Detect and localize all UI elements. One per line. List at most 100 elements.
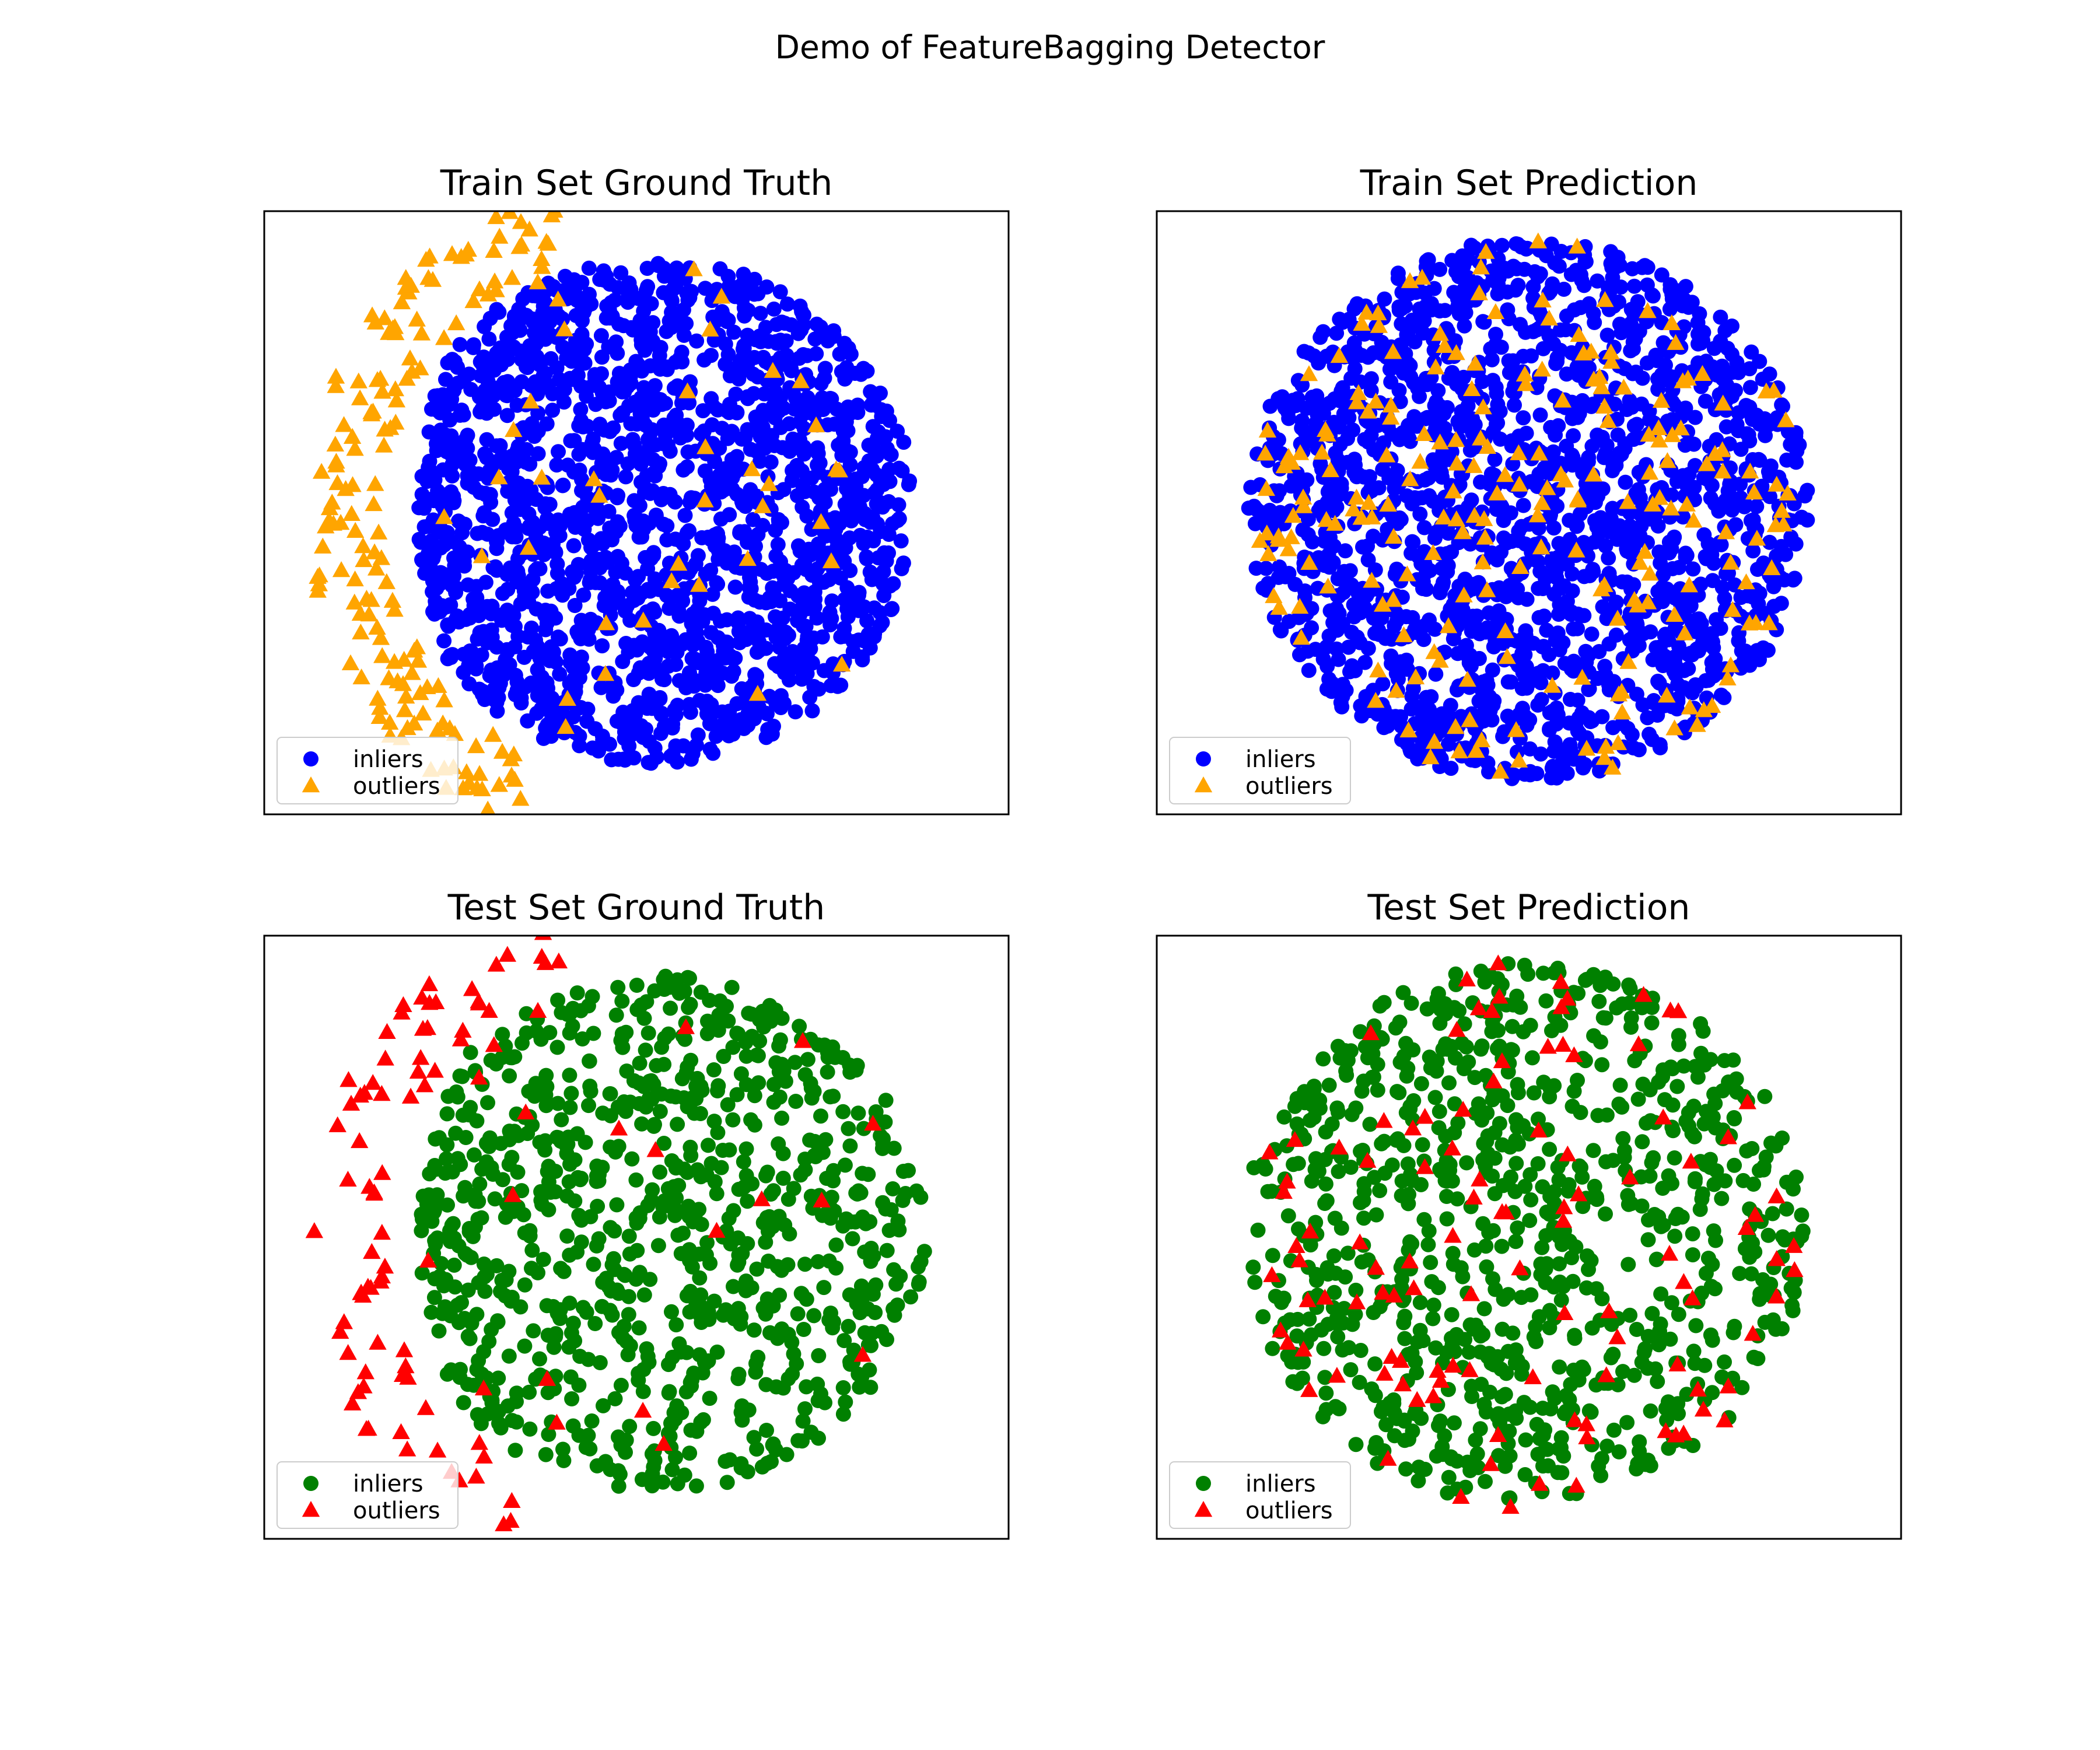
inlier-point [656, 417, 672, 433]
inlier-point [598, 550, 614, 565]
inlier-point [1335, 688, 1350, 704]
inlier-point [746, 366, 761, 382]
inlier-point [1315, 324, 1331, 340]
inlier-point [738, 1273, 754, 1289]
inlier-point [747, 592, 762, 608]
outlier-point [1369, 662, 1387, 678]
inlier-point [1564, 566, 1580, 582]
outlier-point [696, 438, 715, 454]
outlier-point [452, 248, 470, 264]
inlier-point [729, 1026, 745, 1041]
inlier-point [1581, 710, 1597, 726]
inlier-point [702, 993, 718, 1008]
inlier-point [565, 1418, 581, 1434]
inlier-point [1480, 755, 1496, 771]
inlier-point [795, 1413, 811, 1429]
inlier-point [478, 1136, 494, 1151]
inlier-point [1622, 505, 1637, 521]
inlier-point [754, 1459, 770, 1475]
inlier-point [746, 1430, 762, 1446]
outlier-point [1662, 314, 1681, 331]
inlier-point [573, 631, 589, 646]
outlier-point [1369, 304, 1387, 321]
inlier-point [882, 446, 898, 462]
outlier-point [1258, 421, 1277, 438]
inlier-point [1444, 253, 1460, 268]
inlier-point [835, 1406, 851, 1422]
outlier-point [368, 618, 386, 635]
inlier-point [810, 446, 826, 461]
inlier-point [566, 538, 582, 554]
inlier-point [699, 1235, 715, 1251]
inlier-point [766, 301, 782, 317]
outlier-point [1762, 559, 1781, 575]
inlier-point [1586, 564, 1601, 580]
outlier-point [1436, 337, 1454, 354]
inlier-point [1617, 440, 1633, 456]
outlier-point [748, 685, 767, 701]
outlier-point [1395, 626, 1413, 642]
inlier-point [1545, 555, 1560, 571]
outlier-point [1529, 232, 1548, 249]
inlier-point [656, 516, 671, 532]
inlier-point [716, 638, 731, 653]
inlier-point [1717, 323, 1733, 338]
inlier-point [596, 1398, 611, 1413]
inlier-point [730, 1371, 746, 1387]
inlier-point [451, 1315, 467, 1331]
inlier-point [661, 1357, 676, 1373]
inlier-point [1440, 558, 1456, 573]
inlier-point [499, 408, 515, 424]
inlier-point [797, 1152, 813, 1167]
outlier-point [1619, 493, 1637, 509]
inlier-point [1532, 304, 1548, 320]
inlier-point [841, 1121, 856, 1136]
outlier-point [426, 1062, 444, 1078]
outlier-point [1496, 466, 1514, 482]
inlier-point [502, 1124, 517, 1139]
inlier-point [652, 1104, 668, 1119]
inlier-point [1581, 487, 1597, 503]
inlier-point [1654, 373, 1670, 388]
inlier-point [648, 650, 663, 666]
inlier-point [731, 624, 747, 639]
inlier-point [571, 446, 587, 462]
inlier-point [1451, 306, 1467, 321]
inlier-point [1404, 312, 1420, 328]
inlier-point [583, 1083, 598, 1099]
inlier-point [1658, 358, 1673, 373]
inlier-point [730, 610, 746, 626]
inlier-point [734, 1412, 750, 1428]
outlier-point [342, 1094, 360, 1111]
inlier-point [1484, 352, 1500, 368]
outlier-point [1721, 554, 1740, 570]
inlier-point [706, 1020, 722, 1035]
outlier-point [1532, 538, 1550, 555]
outlier-point [1251, 531, 1269, 548]
inlier-point [1733, 590, 1749, 606]
outlier-point [398, 719, 416, 736]
outlier-point [1543, 677, 1562, 693]
inlier-point [545, 645, 561, 660]
inlier-point [551, 444, 566, 460]
inlier-point [471, 1275, 487, 1290]
inlier-point [656, 719, 672, 734]
inlier-point [1713, 309, 1728, 325]
inlier-point [788, 434, 803, 450]
outlier-point [533, 250, 551, 267]
inlier-point [790, 488, 805, 503]
inlier-point [426, 1290, 442, 1306]
outlier-point [323, 494, 341, 510]
outlier-point [1352, 509, 1370, 525]
inlier-point [556, 394, 572, 410]
inlier-point [1653, 480, 1669, 496]
inlier-point [684, 1378, 699, 1394]
inlier-point [1375, 676, 1391, 692]
outlier-point [1528, 506, 1547, 523]
outlier-point [549, 290, 567, 307]
inlier-point [426, 1203, 442, 1219]
inlier-point [683, 490, 699, 506]
inlier-point [857, 1325, 873, 1340]
inlier-point [789, 1356, 804, 1371]
